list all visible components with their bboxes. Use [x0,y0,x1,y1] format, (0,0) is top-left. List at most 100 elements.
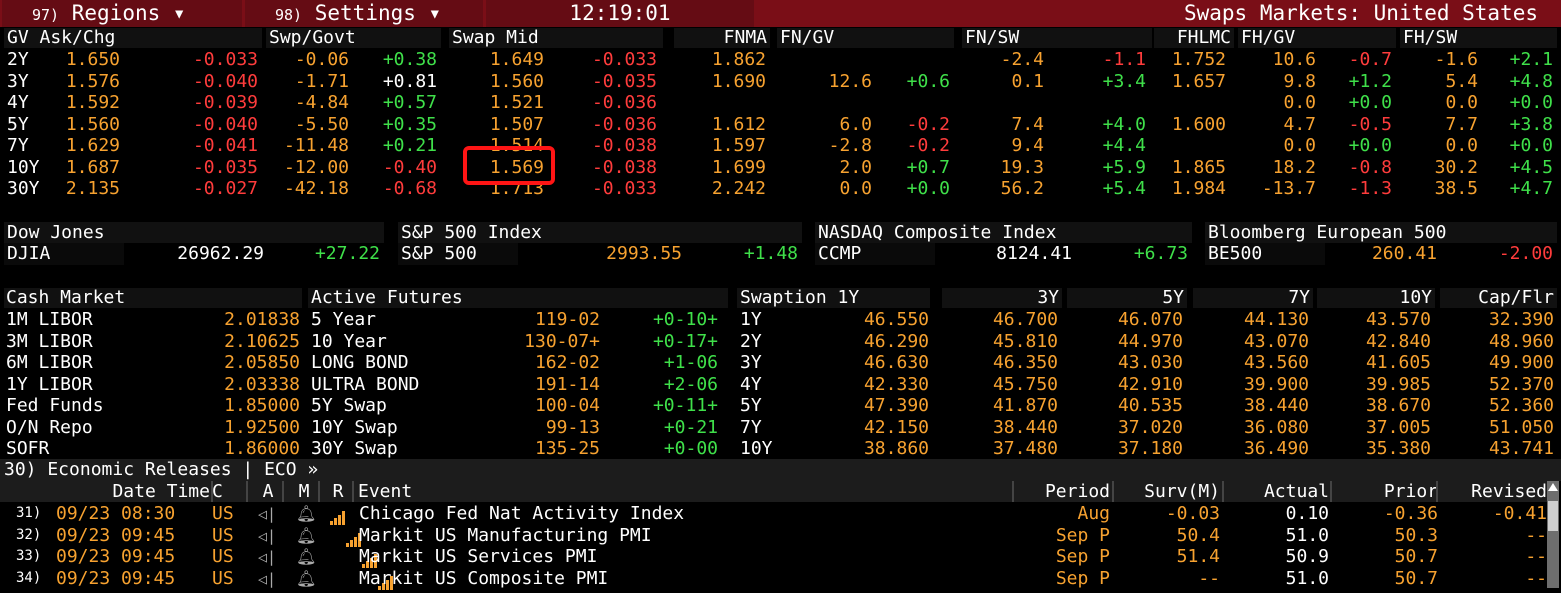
swaption-vol-cell[interactable]: 43.030 [1117,352,1183,373]
eco-header-event[interactable]: Event [358,481,413,502]
swaps-sm-cell: 1.560 [489,70,544,92]
bell-icon[interactable]: 🔔︎ [296,504,317,523]
eco-header-revised[interactable]: Revised [1471,481,1547,502]
swaption-vol-cell[interactable]: 43.741 [1488,438,1554,458]
cash-rate-name[interactable]: 6M LIBOR [6,352,93,373]
future-name[interactable]: ULTRA BOND [311,373,420,395]
scroll-up-icon[interactable] [1548,483,1558,491]
speaker-icon[interactable]: ◁| [258,526,277,545]
swaption-vol-cell[interactable]: 51.050 [1488,416,1554,438]
scroll-thumb[interactable] [1548,501,1558,531]
swaption-vol-cell[interactable]: 45.750 [992,373,1058,395]
swaption-vol-cell[interactable]: 44.970 [1117,330,1183,352]
future-name[interactable]: 5Y Swap [311,395,387,416]
swaption-vol-cell[interactable]: 40.535 [1117,395,1183,416]
index-title[interactable]: Dow Jones [4,222,384,243]
eco-header-c[interactable]: C [212,481,223,502]
swaption-vol-cell[interactable]: 37.480 [992,438,1058,458]
swaption-vol-cell[interactable]: 46.350 [992,352,1058,373]
index-ticker[interactable]: S&P 500 [398,243,518,265]
bell-icon[interactable]: 🔔︎ [296,569,317,589]
bell-icon[interactable]: 🔔︎ [296,547,317,567]
speaker-icon[interactable]: ◁| [258,548,277,567]
eco-event[interactable]: Chicago Fed Nat Activity Index [359,503,685,524]
eco-scrollbar[interactable] [1547,481,1559,588]
swaption-vol-cell[interactable]: 41.605 [1365,352,1431,373]
swaption-vol-cell[interactable]: 41.870 [992,395,1058,416]
settings-menu[interactable]: 98) Settings ▾ [245,0,483,27]
regions-menu[interactable]: 97) Regions ▾ [2,0,242,27]
swaption-vol-cell[interactable]: 37.180 [1117,438,1183,458]
eco-event[interactable]: Markit US Manufacturing PMI [359,524,652,546]
swaption-vol-cell[interactable]: 52.370 [1488,373,1554,395]
eco-header-surv[interactable]: Surv(M) [1144,481,1220,502]
swaption-vol-cell[interactable]: 43.570 [1365,309,1431,330]
cash-rate-name[interactable]: 1M LIBOR [6,309,93,330]
swaption-vol-cell[interactable]: 38.440 [1243,395,1309,416]
swaption-vol-cell[interactable]: 38.440 [992,416,1058,438]
index-ticker[interactable]: CCMP [815,243,935,265]
eco-header-a[interactable]: A [262,481,274,502]
eco-event[interactable]: Markit US Services PMI [359,546,598,568]
swaption-vol-cell[interactable]: 42.910 [1117,373,1183,395]
cash-rate-name[interactable]: 1Y LIBOR [6,373,93,395]
swaption-vol-cell[interactable]: 37.020 [1117,416,1183,438]
swaption-vol-cell[interactable]: 48.960 [1488,330,1554,352]
future-name[interactable]: 30Y Swap [311,438,398,458]
eco-header-actual[interactable]: Actual [1263,481,1329,502]
speaker-icon[interactable]: ◁| [258,505,277,523]
swaption-vol-cell[interactable]: 36.080 [1243,416,1309,438]
index-value: 2993.55 [606,243,682,264]
eco-row-number[interactable]: 32) [16,526,42,543]
bell-icon[interactable]: 🔔︎ [296,525,317,545]
future-change: +0-00 [663,438,718,458]
swaption-vol-cell[interactable]: 49.900 [1488,352,1554,373]
swaption-vol-cell[interactable]: 37.005 [1365,416,1431,438]
eco-header-m[interactable]: M [298,481,310,502]
eco-header-prior[interactable]: Prior [1383,481,1438,502]
swaption-vol-cell[interactable]: 39.900 [1243,373,1309,395]
swaption-vol-cell[interactable]: 46.700 [992,309,1058,330]
index-ticker[interactable]: DJIA [4,243,124,265]
swaption-vol-cell[interactable]: 36.490 [1243,438,1309,458]
swaption-vol-cell[interactable]: 44.130 [1243,309,1309,330]
swaption-vol-cell[interactable]: 32.390 [1488,309,1554,330]
eco-row-number[interactable]: 31) [16,505,42,521]
future-name[interactable]: 10 Year [311,330,387,352]
swaption-vol-cell[interactable]: 43.560 [1243,352,1309,373]
eco-row-number[interactable]: 33) [16,548,42,565]
eco-row-number[interactable]: 34) [16,570,42,587]
swaption-vol-cell[interactable]: 38.860 [863,438,929,458]
swaption-vol-cell[interactable]: 52.360 [1488,395,1554,416]
eco-header-r[interactable]: R [332,481,344,502]
index-title[interactable]: S&P 500 Index [398,222,802,243]
cash-rate-name[interactable]: Fed Funds [6,395,104,416]
future-name[interactable]: 5 Year [311,309,377,330]
index-title[interactable]: Bloomberg European 500 [1205,222,1557,243]
swaption-vol-cell[interactable]: 43.070 [1243,330,1309,352]
cash-rate-name[interactable]: 3M LIBOR [6,330,93,352]
future-name[interactable]: LONG BOND [311,352,409,373]
swaption-vol-cell[interactable]: 46.070 [1117,309,1183,330]
swaption-vol-cell[interactable]: 46.630 [863,352,929,373]
future-name[interactable]: 10Y Swap [311,416,398,438]
cash-rate-name[interactable]: SOFR [6,438,50,458]
swaption-vol-cell[interactable]: 38.670 [1365,395,1431,416]
economic-releases-title[interactable]: 30) Economic Releases | ECO » [0,459,1561,481]
swaption-vol-cell[interactable]: 47.390 [863,395,929,416]
swaption-vol-cell[interactable]: 42.150 [863,416,929,438]
swaption-vol-cell[interactable]: 46.290 [863,330,929,352]
swaption-vol-cell[interactable]: 35.380 [1365,438,1431,458]
swaption-vol-cell[interactable]: 39.985 [1365,373,1431,395]
speaker-icon[interactable]: ◁| [258,570,277,589]
swaption-vol-cell[interactable]: 42.330 [863,373,929,395]
swaption-vol-cell[interactable]: 46.550 [863,309,929,330]
cash-rate-name[interactable]: O/N Repo [6,416,93,438]
index-ticker[interactable]: BE500 [1205,243,1325,265]
eco-header-datetime[interactable]: Date Time [112,481,210,502]
eco-header-period[interactable]: Period [1044,481,1110,502]
swaption-vol-cell[interactable]: 45.810 [992,330,1058,352]
swaption-vol-cell[interactable]: 42.840 [1365,330,1431,352]
index-title[interactable]: NASDAQ Composite Index [815,222,1192,243]
eco-event[interactable]: Markit US Composite PMI [359,568,609,590]
